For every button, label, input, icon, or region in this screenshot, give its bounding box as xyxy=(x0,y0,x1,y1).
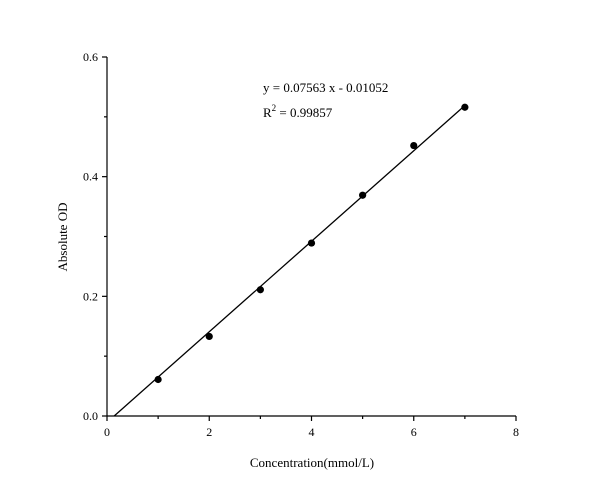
x-tick-label: 2 xyxy=(206,425,212,439)
fit-line-group xyxy=(113,105,466,417)
data-point xyxy=(359,191,367,199)
y-tick-label: 0.4 xyxy=(83,170,98,184)
y-axis-label: Absolute OD xyxy=(55,203,70,272)
r-squared-label: R2 = 0.99857 xyxy=(263,103,333,120)
data-point xyxy=(154,375,162,384)
data-point xyxy=(410,141,418,150)
x-tick-label: 0 xyxy=(104,425,110,439)
r-squared-prefix: R xyxy=(263,105,272,120)
data-points xyxy=(154,103,469,384)
data-point xyxy=(256,286,264,294)
x-ticks: 0 2 4 6 8 xyxy=(104,416,519,439)
data-point xyxy=(307,239,316,247)
y-tick-label: 0.6 xyxy=(83,50,98,64)
x-tick-label: 8 xyxy=(513,425,519,439)
x-tick-label: 4 xyxy=(309,425,315,439)
regression-line xyxy=(113,105,466,417)
r-squared-value: = 0.99857 xyxy=(276,105,333,120)
r-squared-superscript: 2 xyxy=(272,103,277,113)
y-tick-label: 0.0 xyxy=(83,409,98,423)
x-tick-label: 6 xyxy=(411,425,417,439)
data-point xyxy=(205,332,213,341)
y-ticks: 0.0 0.2 0.4 0.6 xyxy=(83,50,107,423)
x-axis-label: Concentration(mmol/L) xyxy=(250,455,374,470)
data-point xyxy=(461,103,469,111)
regression-equation: y = 0.07563 x - 0.01052 xyxy=(263,80,388,95)
y-tick-label: 0.2 xyxy=(83,289,98,303)
